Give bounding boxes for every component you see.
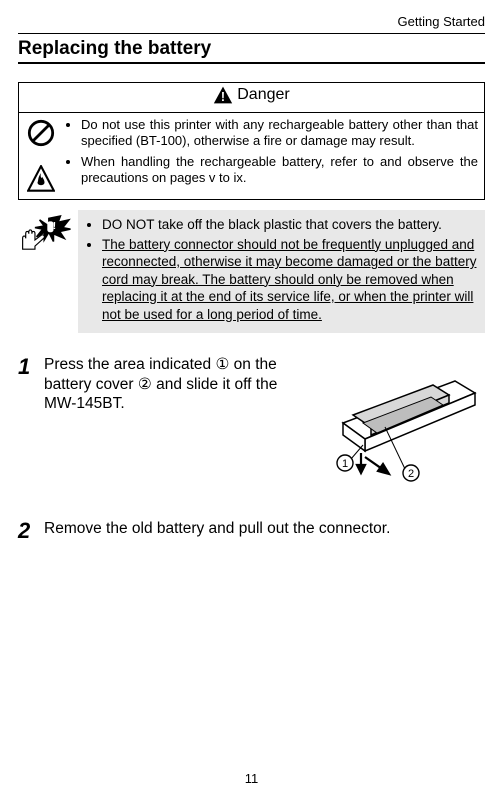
svg-text:2: 2 bbox=[408, 468, 414, 480]
rule-top bbox=[18, 33, 485, 34]
note-item: The battery connector should not be freq… bbox=[102, 236, 477, 324]
step-number: 2 bbox=[18, 519, 44, 542]
step-1: 1 Press the area indicated ① on the batt… bbox=[18, 355, 485, 490]
page-number: 11 bbox=[0, 771, 503, 786]
step-2: 2 Remove the old battery and pull out th… bbox=[18, 519, 485, 542]
svg-text:!: ! bbox=[221, 90, 225, 104]
step-text: Press the area indicated ① on the batter… bbox=[44, 355, 295, 413]
prohibition-icon bbox=[27, 119, 55, 147]
danger-header: ! Danger bbox=[19, 83, 484, 113]
note-item: DO NOT take off the black plastic that c… bbox=[102, 216, 477, 234]
danger-box: ! Danger Do not use this printer with an… bbox=[18, 82, 485, 200]
step-number: 1 bbox=[18, 355, 44, 378]
svg-text:1: 1 bbox=[342, 458, 348, 470]
step-text: Remove the old battery and pull out the … bbox=[44, 519, 485, 538]
pointing-hand-caution-icon: !! bbox=[18, 214, 72, 252]
danger-item: When handling the rechargeable battery, … bbox=[81, 154, 478, 187]
danger-header-text: Danger bbox=[237, 86, 289, 104]
warning-triangle-icon: ! bbox=[213, 85, 233, 105]
note-box: !! DO NOT take off the black plastic tha… bbox=[18, 210, 485, 333]
svg-text:!!: !! bbox=[49, 221, 56, 232]
rule-under-title bbox=[18, 62, 485, 64]
step-illustration: 1 2 bbox=[305, 355, 485, 490]
caution-fire-icon bbox=[27, 165, 55, 193]
danger-item: Do not use this printer with any recharg… bbox=[81, 117, 478, 150]
breadcrumb: Getting Started bbox=[18, 14, 485, 29]
page-title: Replacing the battery bbox=[18, 38, 485, 60]
danger-text: Do not use this printer with any recharg… bbox=[57, 117, 478, 190]
note-text: DO NOT take off the black plastic that c… bbox=[78, 210, 485, 333]
